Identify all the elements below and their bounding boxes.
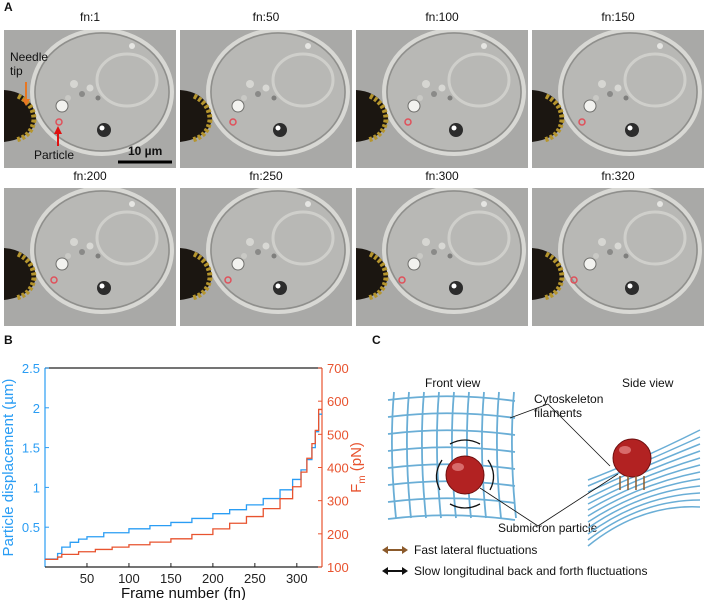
x-tick-label: 300 xyxy=(286,571,308,586)
cytoskeleton-label: Cytoskeleton filaments xyxy=(534,392,604,420)
mesh-filament xyxy=(481,391,487,519)
micrograph-frame xyxy=(356,30,528,168)
cytoskeleton-diagram xyxy=(387,391,701,547)
particle-highlight xyxy=(619,446,631,454)
frame-label: fn:250 xyxy=(249,169,283,183)
side-filament xyxy=(587,485,701,529)
particle-highlight xyxy=(452,463,464,471)
frame-label: fn:320 xyxy=(601,169,635,183)
y-left-tick-label: 1.5 xyxy=(22,441,40,456)
y-right-tick-label: 100 xyxy=(327,560,349,575)
displacement-series xyxy=(45,413,322,560)
fluctuation-arrow xyxy=(487,459,495,491)
y-right-tick-label: 500 xyxy=(327,427,349,442)
front-view-label: Front view xyxy=(425,376,481,390)
panel-a-overlays xyxy=(22,82,172,164)
side-filament xyxy=(587,499,701,541)
frame-label: fn:100 xyxy=(425,10,459,24)
x-axis-label: Frame number (fn) xyxy=(121,585,246,600)
x-tick-label: 50 xyxy=(80,571,94,586)
mesh-filament xyxy=(436,391,442,519)
side-filament xyxy=(587,478,701,523)
y-left-tick-label: 2.5 xyxy=(22,361,40,376)
legend-slow-row: Slow longitudinal back and forth fluctua… xyxy=(382,564,647,578)
y-right-tick-label: 600 xyxy=(327,394,349,409)
needle-tip-label: Needle tip xyxy=(10,50,49,78)
fluctuation-arrow xyxy=(449,439,481,445)
particle-arrow-head xyxy=(54,126,62,134)
panel-b-letter: B xyxy=(4,333,13,347)
legend-fast-text: Fast lateral fluctuations xyxy=(414,543,538,557)
frame-label: fn:300 xyxy=(425,169,459,183)
frame-label: fn:50 xyxy=(252,10,280,24)
micrograph-frame xyxy=(532,188,704,326)
side-filament xyxy=(587,506,701,547)
mesh-filament xyxy=(511,391,517,519)
particle-front xyxy=(445,455,485,495)
micrograph-frame xyxy=(532,30,704,168)
mesh-filament xyxy=(387,446,516,453)
micrograph-frame xyxy=(356,188,528,326)
frame-label: fn:1 xyxy=(79,10,100,24)
side-view-label: Side view xyxy=(622,376,674,390)
side-filament xyxy=(587,457,701,505)
needle-arrow-head xyxy=(22,99,30,106)
y-right-tick-label: 200 xyxy=(327,527,349,542)
x-tick-label: 150 xyxy=(160,571,182,586)
panel-a-letter: A xyxy=(4,0,13,14)
mesh-filament xyxy=(391,391,397,519)
legend-slow-text: Slow longitudinal back and forth fluctua… xyxy=(414,564,648,578)
y-left-tick-label: 0.5 xyxy=(22,520,40,535)
mesh-filament xyxy=(387,514,516,521)
x-tick-label: 250 xyxy=(244,571,266,586)
y-right-tick-label: 400 xyxy=(327,461,349,476)
y-left-axis-label: Particle displacement (µm) xyxy=(0,379,17,557)
mesh-filament xyxy=(387,497,516,504)
mesh-filament xyxy=(421,391,427,519)
x-tick-label: 100 xyxy=(118,571,140,586)
frame-label: fn:150 xyxy=(601,10,635,24)
micrograph-frame xyxy=(4,188,176,326)
mesh-filament xyxy=(466,391,472,519)
mesh-filament xyxy=(496,391,502,519)
particle-side xyxy=(612,438,652,478)
legend-fast-row: Fast lateral fluctuations xyxy=(382,543,537,557)
fluctuation-arrow xyxy=(449,503,481,509)
y-right-tick-label: 300 xyxy=(327,494,349,509)
scale-bar-label: 10 µm xyxy=(128,144,163,158)
y-left-tick-label: 1 xyxy=(33,480,40,495)
leader-line xyxy=(479,487,539,527)
y-left-tick-label: 2 xyxy=(33,401,40,416)
mesh-filament xyxy=(387,429,516,436)
side-filament xyxy=(587,471,701,517)
fluctuation-arrow xyxy=(435,459,443,491)
double-arrow-icon xyxy=(382,567,408,575)
submicron-label: Submicron particle xyxy=(498,521,598,535)
mesh-filament xyxy=(387,395,516,402)
y-right-tick-label: 700 xyxy=(327,361,349,376)
x-tick-label: 200 xyxy=(202,571,224,586)
micrograph-frame xyxy=(180,30,352,168)
side-filament xyxy=(587,492,701,535)
leader-line xyxy=(537,473,619,527)
mesh-filament xyxy=(387,412,516,419)
mesh-filament xyxy=(451,391,457,519)
mesh-filament xyxy=(406,391,412,519)
side-filament xyxy=(587,464,701,511)
y-right-axis-label: Fm (pN) xyxy=(348,442,368,493)
frame-label: fn:200 xyxy=(73,169,107,183)
displacement-force-chart: 50 100 150 200 250 300 0.5 1 1.5 2 2.5 100 200 300 400… xyxy=(0,361,368,600)
micrograph-frame xyxy=(4,30,176,168)
particle-label: Particle xyxy=(34,148,75,162)
leader-line xyxy=(509,403,549,419)
leader-line xyxy=(547,403,611,467)
double-arrow-icon xyxy=(382,546,408,554)
micrograph-frame xyxy=(180,188,352,326)
panel-c-letter: C xyxy=(372,333,381,347)
force-series xyxy=(45,408,322,561)
